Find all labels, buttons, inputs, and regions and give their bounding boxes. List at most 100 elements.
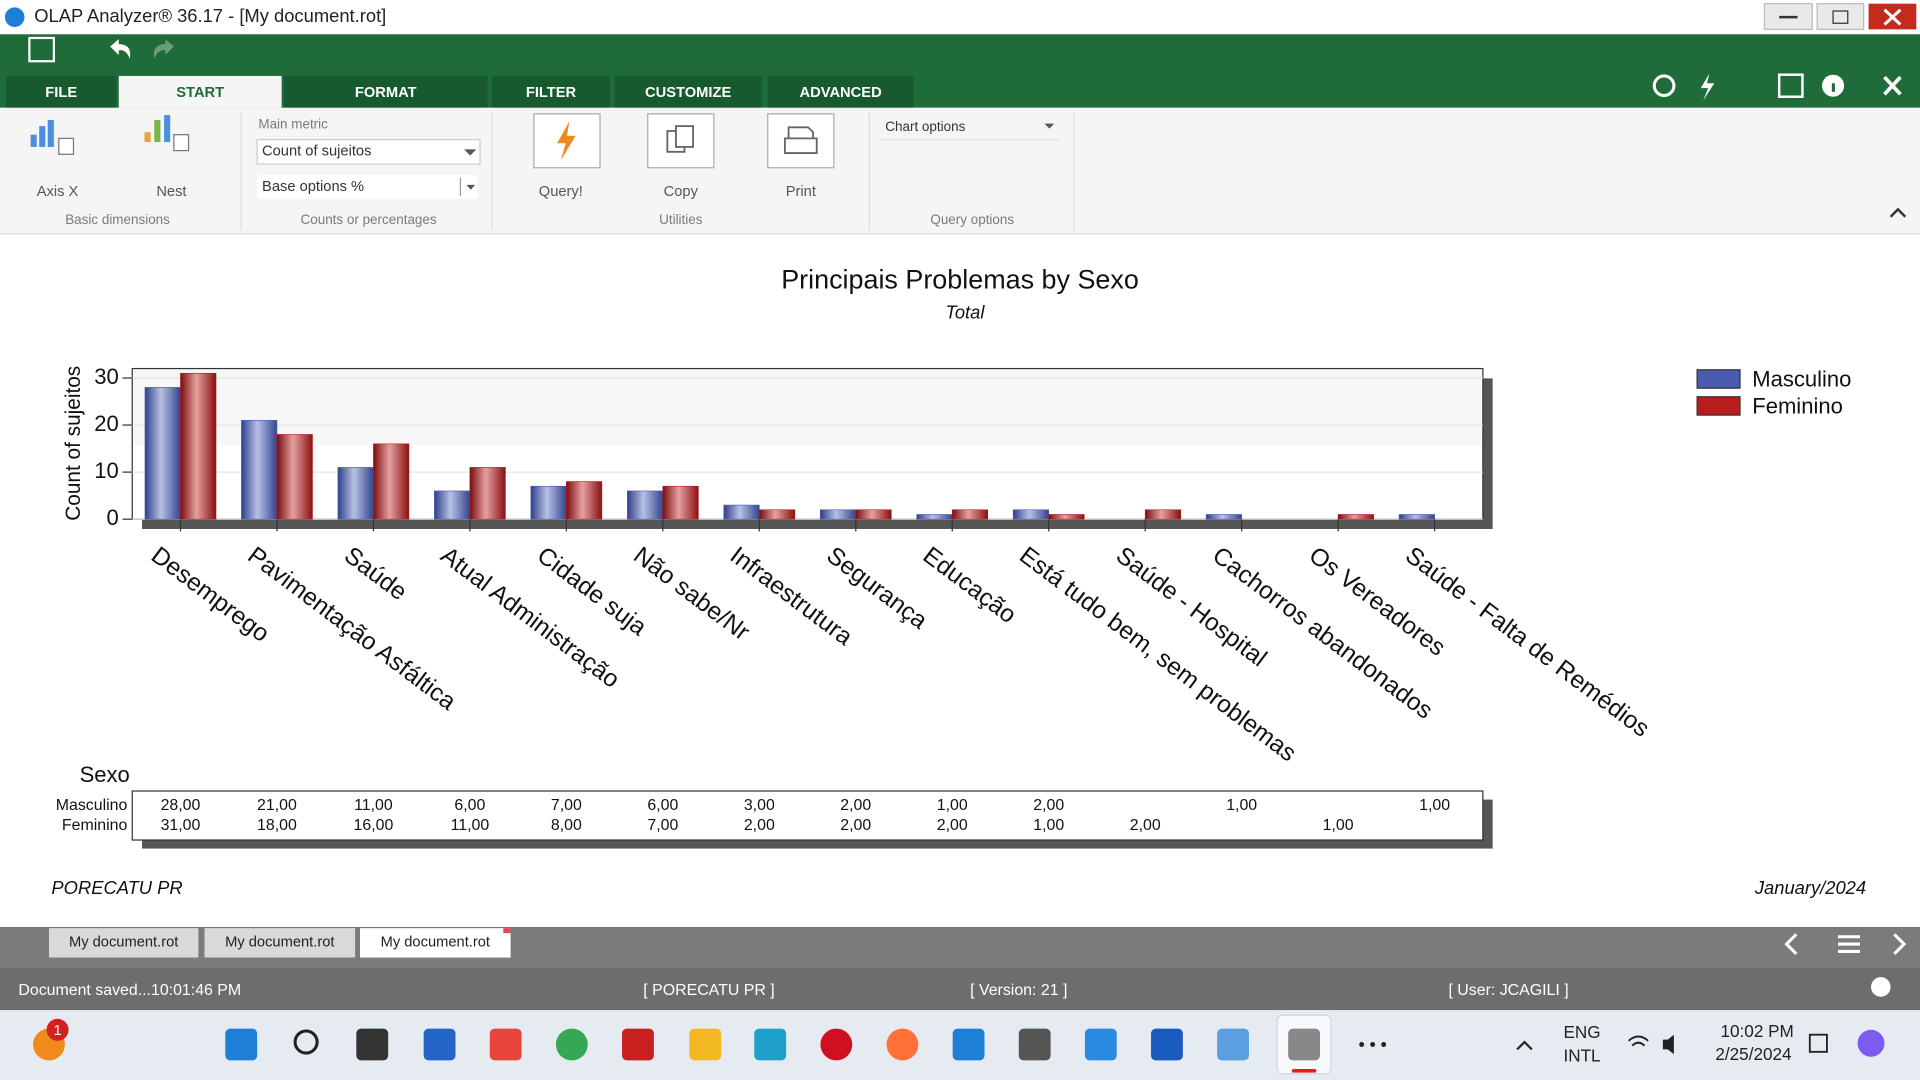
copilot-icon[interactable]: [1857, 1029, 1885, 1057]
taskbar-app[interactable]: [423, 1028, 456, 1061]
query-icon: [557, 121, 576, 161]
search-icon[interactable]: [293, 1029, 319, 1055]
group-label: Utilities: [659, 212, 703, 227]
ribbon-tab[interactable]: [767, 75, 914, 108]
modified-marker: [503, 928, 511, 934]
print-button[interactable]: [767, 113, 835, 169]
save-button[interactable]: [28, 36, 55, 63]
y-axis-label: Count of sujeitos: [62, 366, 85, 521]
taskbar-app[interactable]: [489, 1028, 522, 1061]
taskbar-app[interactable]: [754, 1028, 787, 1061]
icon-bar: [39, 126, 46, 147]
ribbon-tab-label: CUSTOMIZE: [645, 85, 731, 101]
window-title: OLAP Analyzer® 36.17 - [My document.rot]: [34, 5, 386, 26]
restore-glyph: [1832, 10, 1849, 24]
taskbar-app[interactable]: [689, 1028, 722, 1061]
ribbon-tabs: FILE START FORMAT FILTER CUSTOMIZE ADVANCED: [6, 75, 914, 108]
refresh-button[interactable]: [1652, 74, 1676, 98]
chart-options-dropdown[interactable]: Chart options: [879, 119, 1060, 141]
clock-date[interactable]: 2/25/2024: [1715, 1044, 1792, 1064]
running-indicator: [1291, 1068, 1317, 1073]
status-message: Document saved...10:01:46 PM: [18, 982, 241, 999]
bar: [337, 467, 374, 520]
taskbar-app[interactable]: [225, 1028, 258, 1061]
undo-button[interactable]: [110, 39, 131, 59]
document-tabs: My document.rot My document.rot My documen…: [48, 928, 511, 958]
ribbon-tab[interactable]: [118, 75, 282, 108]
bar: [566, 481, 603, 520]
table-header: Sexo: [80, 762, 130, 787]
x-tick-label: Educação: [918, 542, 1021, 629]
chart-subtitle: Total: [945, 301, 985, 322]
table-value: 2,00: [744, 817, 775, 834]
quick-query-button[interactable]: [1700, 73, 1715, 101]
table-row-label: Feminino: [62, 817, 128, 834]
taskbar-app[interactable]: [1288, 1028, 1320, 1061]
status-info-button[interactable]: [1871, 977, 1891, 997]
dropdown-arrow: [466, 184, 476, 190]
taskbar-app[interactable]: [555, 1028, 588, 1061]
chart: 0102030MasculinoFemininoDesemprego28,003…: [56, 364, 1851, 849]
more-dot[interactable]: [1381, 1042, 1387, 1047]
x-tick-label: Saúde: [339, 542, 412, 606]
document-tab[interactable]: [204, 928, 356, 958]
taskbar-app[interactable]: [820, 1028, 853, 1061]
data-table: [131, 790, 1484, 841]
previous-tab-button[interactable]: [1784, 933, 1798, 955]
more-dot[interactable]: [1370, 1042, 1376, 1047]
tray-overflow-button[interactable]: [1516, 1040, 1533, 1051]
bar: [373, 443, 410, 520]
tab-list-button[interactable]: [1837, 935, 1860, 953]
calculator-button[interactable]: [1777, 73, 1804, 98]
base-options-dropdown[interactable]: [257, 175, 478, 199]
ribbon-tab[interactable]: [614, 75, 762, 108]
ribbon-tab[interactable]: [284, 75, 488, 108]
table-value: 7,00: [647, 817, 678, 834]
icon-sheet: [58, 137, 75, 155]
axis-x-button[interactable]: [30, 120, 75, 155]
language[interactable]: ENG: [1563, 1022, 1600, 1042]
dropdown-arrow: [464, 149, 477, 156]
keyboard-layout[interactable]: INTL: [1563, 1045, 1600, 1065]
close-document-button[interactable]: [1883, 75, 1902, 96]
main-metric-dropdown[interactable]: [256, 138, 481, 165]
taskbar-app[interactable]: [1217, 1028, 1249, 1061]
icon-sheet: [173, 134, 190, 152]
redo-button[interactable]: [153, 39, 174, 59]
nest-button[interactable]: [144, 115, 190, 152]
document-tab-label: My document.rot: [381, 935, 490, 951]
taskbar-app[interactable]: [1151, 1028, 1183, 1061]
ribbon-tab[interactable]: [6, 75, 117, 108]
ribbon-tab-label: FILE: [45, 85, 77, 101]
table-value: 31,00: [161, 817, 201, 834]
chart-options-label: Chart options: [885, 119, 965, 134]
table-value: 28,00: [161, 797, 201, 814]
more-dot[interactable]: [1359, 1042, 1365, 1047]
y-tick-label: 0: [107, 505, 119, 530]
taskbar-app[interactable]: [886, 1028, 919, 1061]
next-tab-button[interactable]: [1893, 933, 1907, 955]
taskbar-app[interactable]: [356, 1028, 389, 1061]
taskbar-app[interactable]: [952, 1028, 985, 1061]
table-value: 2,00: [1033, 797, 1064, 814]
bar: [434, 490, 471, 520]
clock-time[interactable]: 10:02 PM: [1720, 1021, 1793, 1041]
restore-button[interactable]: [1816, 3, 1865, 30]
wifi-icon[interactable]: [1627, 1035, 1649, 1047]
taskbar-app[interactable]: [622, 1028, 654, 1061]
ribbon-tab-label: FILTER: [526, 85, 577, 101]
document-tab[interactable]: [360, 928, 511, 958]
collapse-ribbon-button[interactable]: [1889, 207, 1907, 218]
chart-title: Principais Problemas by Sexo: [781, 265, 1139, 295]
bar: [819, 509, 857, 520]
print-label: Print: [786, 184, 816, 200]
taskbar-app[interactable]: [1018, 1028, 1051, 1061]
table-value: 1,00: [1419, 797, 1450, 814]
document-tab[interactable]: [48, 928, 199, 958]
notifications-icon[interactable]: [1808, 1033, 1828, 1053]
ribbon-tab[interactable]: [492, 75, 610, 108]
taskbar-app[interactable]: [1084, 1028, 1117, 1061]
bar: [1337, 514, 1374, 520]
bar: [759, 509, 796, 520]
